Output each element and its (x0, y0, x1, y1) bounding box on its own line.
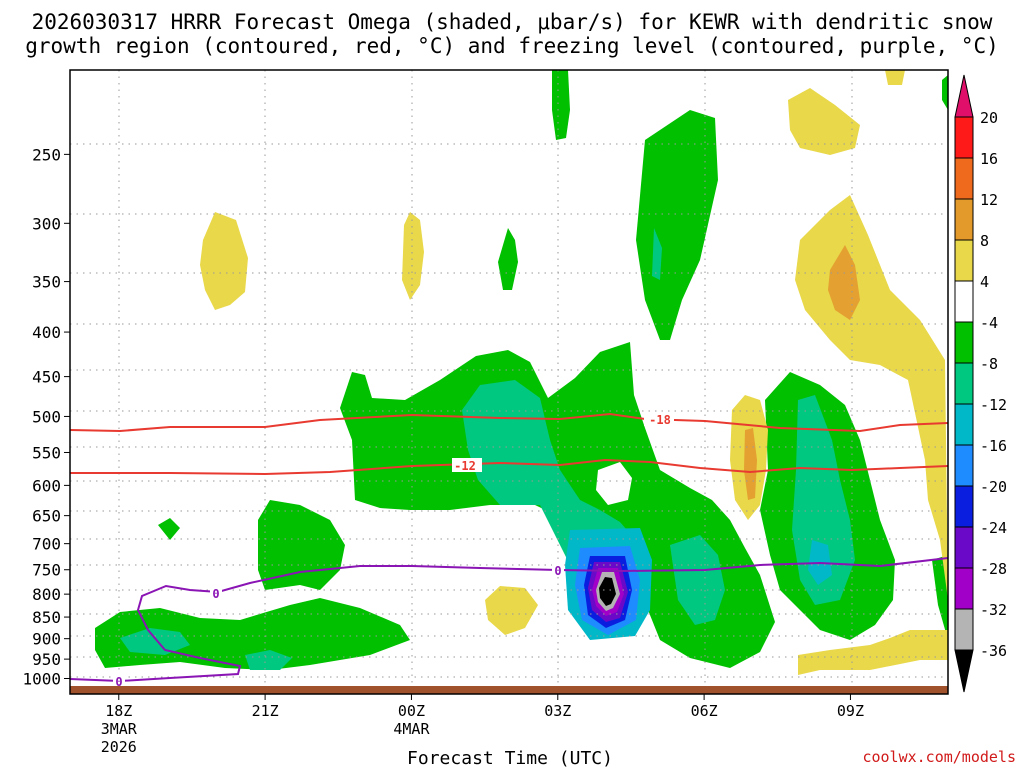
x-tick-label: 00Z (398, 702, 425, 720)
colorbar-label: 12 (980, 191, 998, 209)
omega-region (485, 586, 538, 635)
omega-region (599, 577, 616, 606)
y-tick-label: 750 (32, 561, 61, 580)
y-tick-label: 250 (32, 145, 61, 164)
colorbar-label: 16 (980, 150, 998, 168)
omega-region (245, 650, 292, 670)
x-axis-label: Forecast Time (UTC) (407, 748, 613, 768)
omega-region (792, 395, 855, 605)
y-tick-label: 350 (32, 273, 61, 292)
ground-surface (70, 686, 948, 694)
omega-region (158, 518, 180, 540)
colorbar-label: -20 (980, 478, 1007, 496)
omega-region (498, 228, 518, 290)
contour-line-minus-18 (69, 412, 949, 433)
omega-region (120, 628, 190, 655)
colorbar-swatch (954, 198, 974, 241)
colorbar-swatch (954, 362, 974, 405)
omega-region (670, 535, 725, 625)
omega-region (932, 555, 948, 640)
colorbar-swatch (954, 485, 974, 528)
contour-label-minus-12: -12 (454, 459, 476, 473)
contour-labels: -18 -12 0 0 0 (113, 412, 674, 689)
colorbar-label: -12 (980, 396, 1007, 414)
colorbar-label: -24 (980, 519, 1007, 537)
x-tick-label: 03Z (544, 702, 571, 720)
x-tick-date: 3MAR (101, 720, 138, 738)
y-tick-label: 800 (32, 585, 61, 604)
omega-region (885, 70, 905, 85)
colorbar-swatch (954, 526, 974, 569)
colorbar-label: -36 (980, 642, 1007, 660)
colorbar-label: -28 (980, 560, 1007, 578)
y-tick-label: 900 (32, 630, 61, 649)
x-tick-year: 2026 (101, 738, 137, 756)
colorbar-swatch (954, 157, 974, 200)
plot-frame (69, 69, 949, 695)
credit-text: coolwx.com/models (862, 748, 1016, 766)
y-axis: 250 300 350 400 450 500 550 600 650 700 750 800 850 9… (22, 145, 70, 689)
x-tick-label: 21Z (252, 702, 279, 720)
colorbar-swatch (954, 444, 974, 487)
colorbar-swatch (954, 280, 974, 323)
x-tick-date: 4MAR (393, 720, 430, 738)
colorbar-label: -32 (980, 601, 1007, 619)
colorbar-label: 4 (980, 273, 989, 291)
colorbar-label: 8 (980, 232, 989, 250)
y-tick-label: 300 (32, 214, 61, 233)
omega-region (652, 228, 662, 280)
chart-title-line-1: 2026030317 HRRR Forecast Omega (shaded, … (32, 10, 993, 34)
omega-region (798, 630, 948, 675)
x-tick-label: 06Z (691, 702, 718, 720)
omega-region (636, 110, 718, 340)
colorbar-label: -16 (980, 437, 1007, 455)
plot-area: -18 -12 0 0 0 (69, 69, 949, 695)
colorbar-swatch (954, 608, 974, 651)
colorbar-label: -8 (980, 355, 998, 373)
y-tick-label: 600 (32, 476, 61, 495)
omega-region (942, 75, 948, 110)
y-tick-label: 950 (32, 650, 61, 669)
omega-region (552, 70, 570, 140)
colorbar: 20 16 12 8 4 -4 -8 -12 -16 -20 -24 -28 -32 -36 (954, 74, 1007, 693)
omega-shading (95, 70, 948, 675)
colorbar-swatch (954, 116, 974, 159)
colorbar-top-arrow (954, 74, 974, 118)
y-tick-label: 650 (32, 507, 61, 526)
colorbar-swatch (954, 239, 974, 282)
omega-region (744, 428, 757, 500)
y-tick-label: 700 (32, 535, 61, 554)
colorbar-bottom-arrow (954, 649, 974, 693)
contour-label-freezing: 0 (554, 564, 561, 578)
colorbar-swatch (954, 321, 974, 364)
omega-region (258, 500, 345, 590)
omega-region (402, 212, 424, 300)
contour-label-minus-18: -18 (649, 413, 671, 427)
y-tick-label: 450 (32, 368, 61, 387)
chart-title-line-2: growth region (contoured, red, °C) and f… (25, 34, 999, 58)
colorbar-label: -4 (980, 314, 998, 332)
x-tick-label: 18Z (105, 702, 132, 720)
omega-region (828, 245, 860, 320)
omega-region (788, 88, 860, 155)
colorbar-label: 20 (980, 109, 998, 127)
contour-label-freezing: 0 (212, 587, 219, 601)
y-tick-label: 1000 (22, 670, 61, 689)
colorbar-swatch (954, 567, 974, 610)
omega-region (596, 462, 632, 505)
contour-label-freezing: 0 (115, 675, 122, 689)
x-tick-label: 09Z (837, 702, 864, 720)
y-tick-label: 850 (32, 608, 61, 627)
y-tick-label: 500 (32, 407, 61, 426)
colorbar-swatch (954, 403, 974, 446)
contour-line-minus-12 (70, 458, 949, 476)
y-tick-label: 550 (32, 443, 61, 462)
omega-region (200, 212, 248, 310)
y-tick-label: 400 (32, 323, 61, 342)
